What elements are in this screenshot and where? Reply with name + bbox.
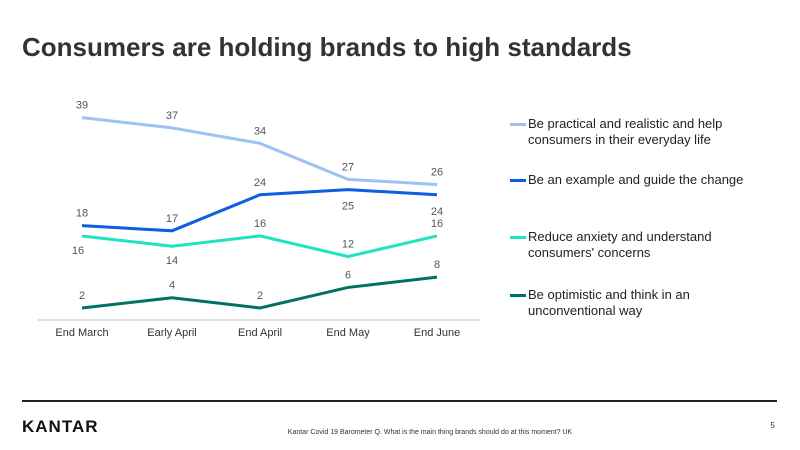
legend-label: Be optimistic and think in an unconventi… (528, 287, 690, 318)
data-label: 12 (342, 239, 354, 251)
legend-swatch (510, 179, 526, 182)
data-label: 25 (342, 201, 354, 213)
legend-item: Reduce anxiety and understand consumers'… (510, 229, 760, 261)
x-tick-label: End March (55, 327, 108, 339)
legend-label: Be an example and guide the change (528, 172, 744, 187)
data-label: 8 (434, 259, 440, 271)
legend-swatch (510, 123, 526, 126)
x-tick-label: End April (238, 327, 282, 339)
slide-title: Consumers are holding brands to high sta… (22, 32, 632, 62)
legend-item: Be practical and realistic and help cons… (510, 116, 760, 148)
page-number: 5 (771, 421, 776, 430)
logo: KANTAR (22, 417, 99, 436)
legend-item: Be an example and guide the change (510, 172, 760, 188)
data-label: 4 (169, 280, 175, 292)
data-label: 16 (72, 245, 84, 257)
line-series (81, 234, 438, 259)
data-label: 26 (431, 166, 443, 178)
line-series (81, 116, 438, 186)
legend-label: Be practical and realistic and help cons… (528, 116, 723, 147)
line-series (81, 188, 438, 233)
legend-label: Reduce anxiety and understand consumers'… (528, 229, 712, 260)
x-tick-label: End May (326, 327, 370, 339)
data-label: 17 (166, 213, 178, 225)
x-tick-label: Early April (147, 327, 197, 339)
legend-swatch (510, 294, 526, 297)
x-tick-label: End June (414, 327, 460, 339)
data-label: 34 (254, 125, 266, 137)
data-label: 18 (76, 208, 88, 220)
data-label: 16 (254, 218, 266, 230)
line-series (81, 275, 438, 310)
data-label: 2 (79, 290, 85, 302)
data-label: 6 (345, 269, 351, 281)
data-label: 37 (166, 110, 178, 122)
data-label: 24 (431, 206, 443, 218)
source-note: Kantar Covid 19 Barometer Q. What is the… (288, 429, 573, 436)
data-label: 24 (254, 177, 266, 189)
data-label: 39 (76, 100, 88, 112)
data-label: 14 (166, 255, 178, 267)
data-label: 2 (257, 290, 263, 302)
data-label: 16 (431, 218, 443, 230)
data-label: 27 (342, 161, 354, 173)
legend-swatch (510, 236, 526, 239)
legend-item: Be optimistic and think in an unconventi… (510, 287, 760, 319)
